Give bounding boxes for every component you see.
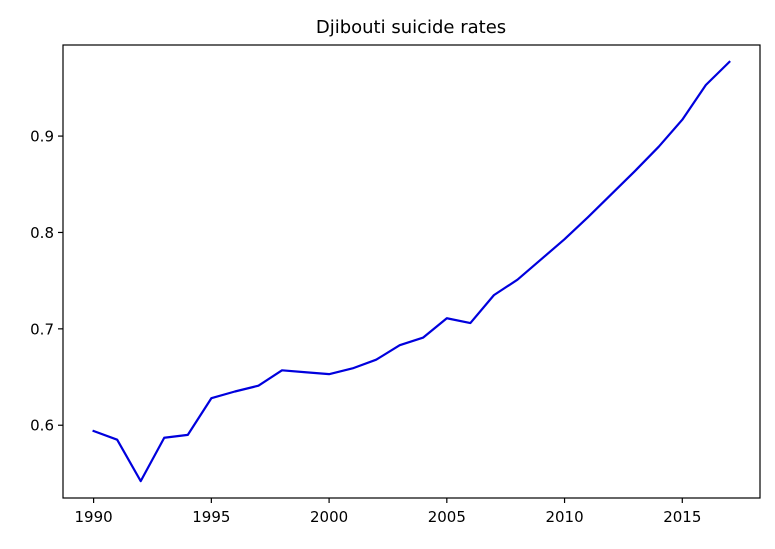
y-tick-label: 0.7 bbox=[30, 320, 54, 338]
y-tick-label: 0.9 bbox=[30, 128, 54, 146]
series-line bbox=[92, 60, 731, 483]
plot-lines bbox=[92, 60, 731, 483]
x-tick-label: 2010 bbox=[545, 508, 583, 526]
plot-frame bbox=[62, 44, 761, 499]
y-axis: 0.6 0.7 0.8 0.9 bbox=[30, 128, 63, 435]
x-axis: 1990 1995 2000 2005 2010 2015 bbox=[75, 498, 701, 526]
x-tick-label: 1995 bbox=[192, 508, 230, 526]
x-tick-label: 1990 bbox=[75, 508, 113, 526]
chart-title: Djibouti suicide rates bbox=[316, 17, 506, 38]
x-tick-label: 2000 bbox=[310, 508, 348, 526]
y-tick-label: 0.8 bbox=[30, 224, 54, 242]
x-tick-label: 2005 bbox=[428, 508, 466, 526]
x-tick-label: 2015 bbox=[663, 508, 701, 526]
y-tick-label: 0.6 bbox=[30, 417, 54, 435]
